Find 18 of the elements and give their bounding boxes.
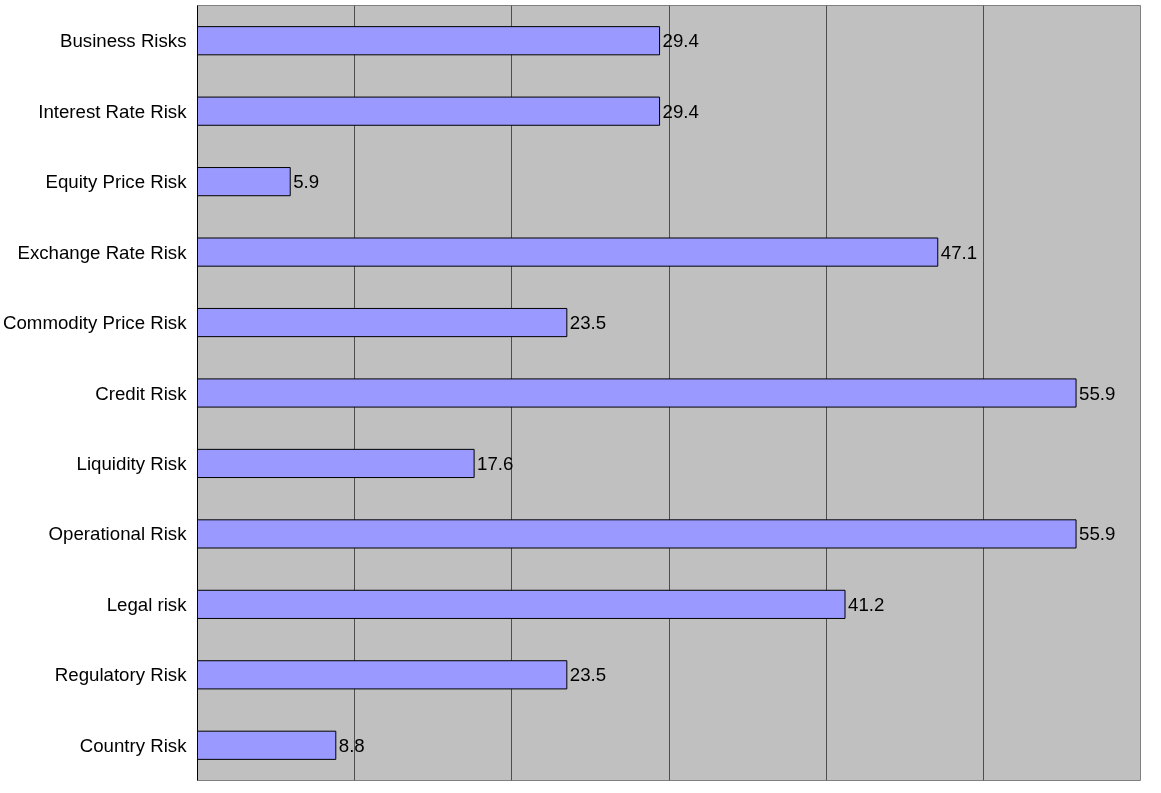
data-label: 47.1 xyxy=(940,241,978,263)
y-tick-label: Business Risks xyxy=(60,30,187,52)
data-label: 23.5 xyxy=(569,312,607,334)
y-tick-label: Credit Risk xyxy=(95,382,188,404)
y-tick-label: Operational Risk xyxy=(48,523,188,545)
data-label: 41.2 xyxy=(848,593,885,615)
y-tick-label: Equity Price Risk xyxy=(45,171,188,193)
y-tick-label: Liquidity Risk xyxy=(76,452,188,474)
y-tick-label: Regulatory Risk xyxy=(54,664,188,686)
data-label: 23.5 xyxy=(569,664,607,686)
y-tick-label: Legal risk xyxy=(106,593,188,615)
y-tick-label: Commodity Price Risk xyxy=(3,312,188,334)
data-label: 5.9 xyxy=(293,171,320,193)
y-tick-label: Country Risk xyxy=(79,734,188,756)
y-tick-label: Interest Rate Risk xyxy=(38,100,188,122)
data-label: 55.9 xyxy=(1079,382,1116,404)
data-label: 55.9 xyxy=(1079,523,1116,545)
y-tick-label: Exchange Rate Risk xyxy=(17,241,188,263)
